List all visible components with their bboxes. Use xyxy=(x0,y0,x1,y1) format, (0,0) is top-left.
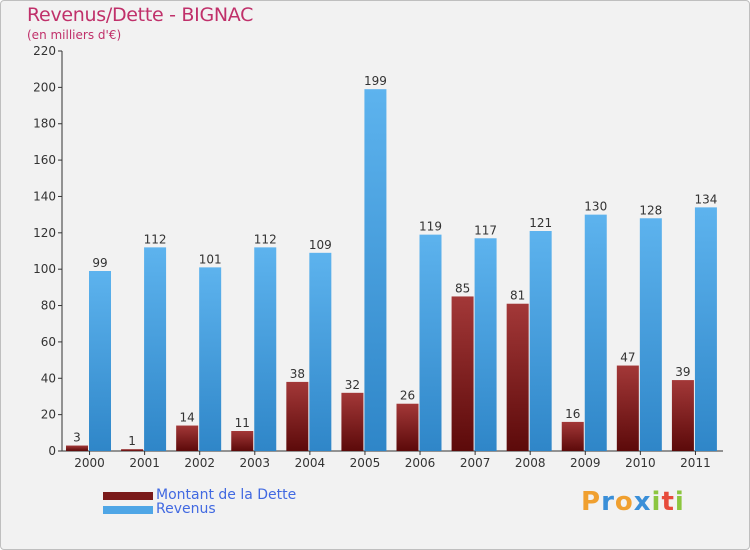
y-tick-label: 80 xyxy=(41,299,56,313)
chart-data-labels: 3 99 1 112 14 101 11 112 38 109 32 199 26 119 85 117 81 1… xyxy=(73,74,717,448)
bar-revenue xyxy=(694,207,717,451)
data-label: 32 xyxy=(345,378,360,392)
y-tick-label: 20 xyxy=(41,408,56,422)
x-tick-label: 2004 xyxy=(295,456,326,470)
bar-revenue xyxy=(89,271,111,451)
legend-label-revenue: Revenus xyxy=(156,501,216,517)
x-tick-label: 2008 xyxy=(515,456,546,470)
chart-axes: 0 20 40 60 80 100 120 140 160 180 200 220 2000 2001 20… xyxy=(33,44,723,470)
x-tick-label: 2010 xyxy=(625,456,656,470)
logo-letter: r xyxy=(601,487,615,517)
data-label: 85 xyxy=(455,281,470,295)
y-tick-label: 120 xyxy=(33,226,56,240)
data-label: 26 xyxy=(400,389,415,403)
bar-debt xyxy=(176,425,199,451)
proxiti-logo: Proxiti xyxy=(581,487,685,517)
bar-revenue xyxy=(364,89,387,451)
data-label: 119 xyxy=(419,220,442,234)
bar-revenue xyxy=(144,247,167,451)
y-tick-label: 140 xyxy=(33,189,56,203)
data-label: 117 xyxy=(474,223,497,237)
bar-debt xyxy=(231,431,254,451)
x-tick-label: 2006 xyxy=(405,456,436,470)
data-label: 99 xyxy=(92,256,107,270)
data-label: 121 xyxy=(529,216,552,230)
y-tick-label: 160 xyxy=(33,153,56,167)
y-tick-label: 100 xyxy=(33,262,56,276)
data-label: 112 xyxy=(144,232,167,246)
bar-revenue xyxy=(419,234,442,451)
data-label: 47 xyxy=(620,351,635,365)
y-tick-label: 60 xyxy=(41,335,56,349)
legend-label-debt: Montant de la Dette xyxy=(156,487,297,503)
bar-debt xyxy=(451,296,474,451)
data-label: 199 xyxy=(364,74,387,88)
x-tick-label: 2000 xyxy=(74,456,105,470)
bar-debt xyxy=(506,303,529,451)
data-label: 81 xyxy=(510,289,525,303)
logo-letter: P xyxy=(581,487,602,517)
bar-revenue xyxy=(309,252,332,451)
bar-debt xyxy=(561,421,584,451)
data-label: 16 xyxy=(565,407,580,421)
bar-debt xyxy=(671,380,694,451)
data-label: 1 xyxy=(128,434,136,448)
data-label: 109 xyxy=(309,238,332,252)
x-tick-label: 2011 xyxy=(680,456,711,470)
y-tick-label: 0 xyxy=(48,444,56,458)
data-label: 11 xyxy=(235,416,250,430)
data-label: 130 xyxy=(584,200,607,214)
data-label: 112 xyxy=(254,232,277,246)
logo-letter: x xyxy=(633,487,652,517)
y-tick-label: 220 xyxy=(33,44,56,58)
x-tick-label: 2002 xyxy=(184,456,215,470)
logo-letter: i xyxy=(674,487,685,517)
x-tick-label: 2005 xyxy=(350,456,381,470)
chart-subtitle: (en milliers d'€) xyxy=(27,28,122,42)
y-tick-label: 40 xyxy=(41,371,56,385)
data-label: 38 xyxy=(290,367,305,381)
bar-debt xyxy=(396,403,419,451)
bar-debt xyxy=(121,449,144,451)
chart-bars xyxy=(66,89,717,451)
data-label: 134 xyxy=(694,192,717,206)
bar-revenue xyxy=(584,214,607,451)
y-tick-label: 180 xyxy=(33,117,56,131)
x-tick-label: 2009 xyxy=(570,456,601,470)
bar-revenue xyxy=(639,218,662,451)
y-tick-label: 200 xyxy=(33,80,56,94)
legend-swatch-debt xyxy=(103,492,153,500)
bar-debt xyxy=(616,365,639,451)
x-tick-label: 2003 xyxy=(240,456,271,470)
data-label: 39 xyxy=(675,365,690,379)
bar-debt xyxy=(286,381,309,451)
chart-title: Revenus/Dette - BIGNAC xyxy=(27,4,254,26)
x-tick-label: 2001 xyxy=(129,456,160,470)
bar-revenue xyxy=(254,247,277,451)
x-tick-label: 2007 xyxy=(460,456,491,470)
bar-debt xyxy=(341,392,364,451)
data-label: 128 xyxy=(639,203,662,217)
data-label: 3 xyxy=(73,431,81,445)
logo-letter: o xyxy=(614,487,634,517)
data-label: 14 xyxy=(180,411,195,425)
data-label: 101 xyxy=(199,252,222,266)
bar-revenue xyxy=(199,267,222,451)
logo-letter: t xyxy=(661,487,675,517)
bar-revenue xyxy=(474,238,497,451)
bar-debt xyxy=(66,445,88,451)
legend-swatch-revenue xyxy=(103,506,153,514)
logo-letter: i xyxy=(651,487,662,517)
bar-revenue xyxy=(529,231,552,451)
